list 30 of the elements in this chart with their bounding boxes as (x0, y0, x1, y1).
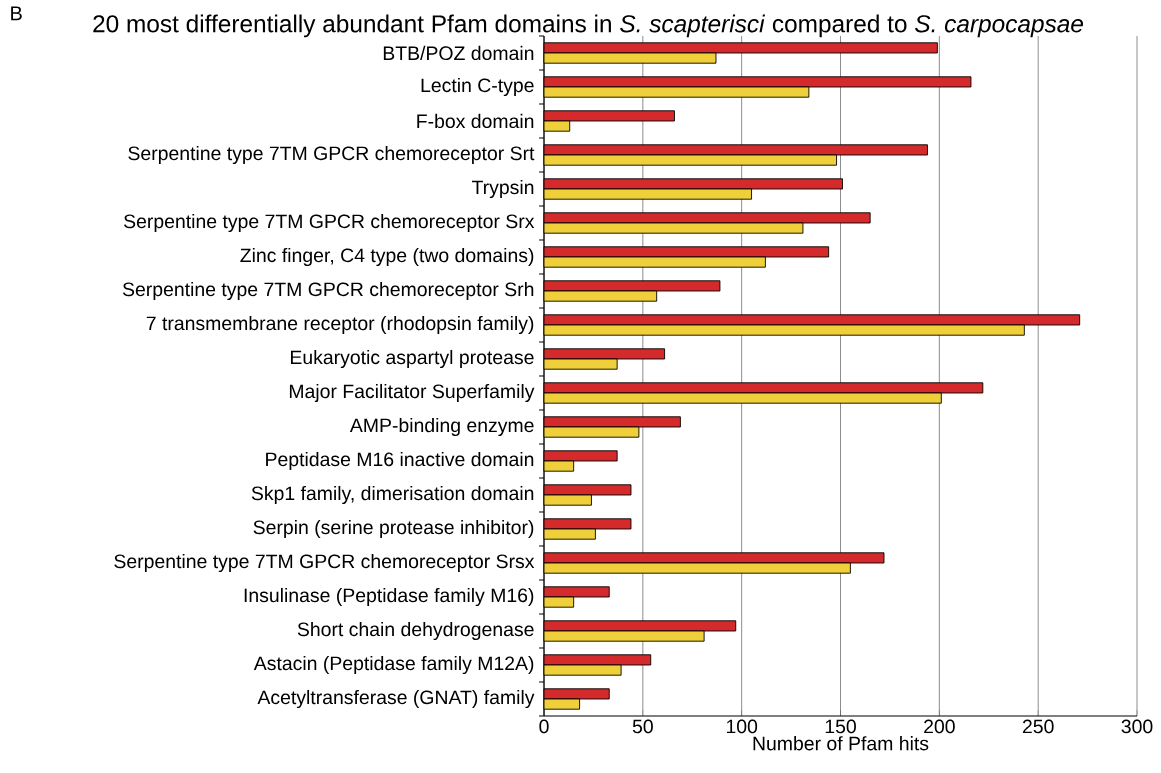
x-tick-label: 100 (726, 719, 758, 734)
y-tick-label: Major Facilitator Superfamily (289, 383, 535, 403)
y-tick-label: AMP-binding enzyme (349, 417, 534, 437)
y-tick-label: Serpin (serine protease inhibitor) (253, 519, 534, 539)
y-tick-label: Serpentine type 7TM GPCR chemoreceptor Srh (122, 281, 534, 301)
text: B (11, 6, 22, 21)
chart-title: 20 most differentially abundant Pfam domains in S. scapterisci compared to S. carpocapsae (93, 14, 1083, 38)
x-tick-label: 200 (924, 719, 955, 734)
y-tick-label: Serpentine type 7TM GPCR chemoreceptor Srsx (114, 553, 535, 573)
y-tick-label: F-box domain (417, 113, 534, 129)
y-tick-label: Zinc finger, C4 type (two domains) (240, 247, 534, 267)
y-tick-label: Skp1 family, dimerisation domain (251, 485, 534, 505)
y-tick-label: Astacin (Peptidase family M12A) (253, 655, 534, 675)
x-tick-label: 0 (539, 719, 549, 734)
x-tick-label: 250 (1022, 719, 1054, 734)
y-tick-label: Trypsin (471, 179, 534, 199)
x-axis-title: Number of Pfam hits (753, 736, 929, 751)
y-tick-label: Peptidase M16 inactive domain (266, 451, 534, 471)
y-tick-label: Short chain dehydrogenase (297, 621, 534, 641)
y-tick-label: Serpentine type 7TM GPCR chemoreceptor Srt (128, 145, 535, 165)
x-tick-label: 300 (1121, 719, 1153, 734)
y-tick-label: Eukaryotic aspartyl protease (290, 349, 534, 369)
y-tick-label: Insulinase (Peptidase family M16) (244, 587, 534, 607)
x-tick-label: 150 (825, 719, 856, 734)
y-tick-label: BTB/POZ domain (383, 45, 534, 61)
y-tick-label: Serpentine type 7TM GPCR chemoreceptor Srx (124, 213, 535, 233)
y-tick-label: 7 transmembrane receptor (rhodopsin family) (146, 315, 534, 335)
x-tick-label: 50 (632, 719, 653, 734)
y-tick-label: Lectin C-type (421, 77, 534, 97)
y-tick-label: Acetyltransferase (GNAT) family (257, 689, 535, 709)
